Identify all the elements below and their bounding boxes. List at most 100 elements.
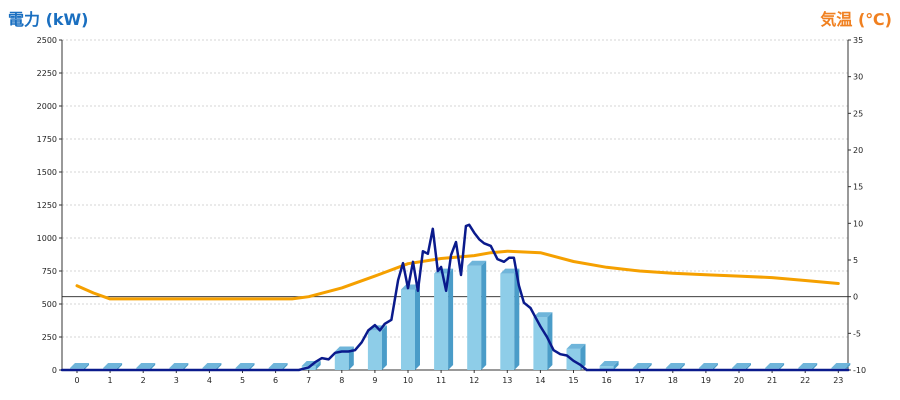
x-tick-label: 3 xyxy=(174,376,179,385)
bar-top xyxy=(566,343,586,349)
temperature-axis-title: 気温 (℃) xyxy=(820,10,892,29)
right-tick-label: 15 xyxy=(853,183,863,192)
tick-label-layer: 0 250 500 750 10 0 0 1250 1500 1750 2000 2250 2500 -1… xyxy=(37,36,866,385)
bar xyxy=(500,268,520,370)
bar-side xyxy=(845,363,851,370)
bar-top xyxy=(268,363,288,368)
x-tick-label: 7 xyxy=(306,376,311,385)
left-tick-label: 2000 xyxy=(37,102,57,111)
x-tick-label: 2 xyxy=(141,376,146,385)
bar-side xyxy=(812,363,818,370)
left-tick-label: 750 xyxy=(42,267,57,276)
bar-top xyxy=(70,363,89,368)
left-tick-label: 0 xyxy=(52,366,57,375)
power-line-layer xyxy=(60,223,850,372)
left-tick-label: 2500 xyxy=(37,36,57,45)
left-tick-label: 1250 xyxy=(37,201,57,210)
x-tick-label: 12 xyxy=(469,376,479,385)
bar-side xyxy=(315,361,321,370)
bar-top xyxy=(698,363,718,368)
left-tick-label: 1500 xyxy=(37,168,57,177)
x-tick-label: 5 xyxy=(240,376,245,385)
bar-face xyxy=(500,273,515,370)
bar-side xyxy=(679,363,685,370)
right-tick-label: 0 xyxy=(853,293,858,302)
right-tick-label: 30 xyxy=(853,73,863,82)
bar-side xyxy=(481,260,487,370)
bar-face xyxy=(334,351,349,370)
x-tick-label: 4 xyxy=(207,376,212,385)
power-axis-title: 電力 (kW) xyxy=(8,10,89,29)
bar-top xyxy=(202,363,222,368)
left-tick-label: 500 xyxy=(42,300,57,309)
x-tick-label: 17 xyxy=(635,376,645,385)
bar-top xyxy=(632,363,652,368)
bar-side xyxy=(613,361,619,370)
grid-layer xyxy=(62,39,848,338)
right-tick-label: -5 xyxy=(853,329,861,338)
bar-face xyxy=(467,265,482,370)
x-tick-label: 1 xyxy=(108,376,113,385)
left-tick-label: 250 xyxy=(42,333,57,342)
x-tick-label: 19 xyxy=(701,376,711,385)
bar-top xyxy=(599,361,619,367)
bar-side xyxy=(249,363,255,370)
right-tick-label: 5 xyxy=(853,256,858,265)
bar-side xyxy=(514,268,520,370)
x-tick-label: 9 xyxy=(372,376,377,385)
bar-side xyxy=(580,343,586,370)
x-tick-label: 8 xyxy=(339,376,344,385)
axis-layer xyxy=(59,39,851,373)
x-tick-label: 18 xyxy=(668,376,678,385)
x-tick-label: 10 xyxy=(403,376,413,385)
bar-side xyxy=(150,363,156,370)
bar-top xyxy=(103,363,123,368)
power-line xyxy=(60,223,850,372)
temperature-line-layer xyxy=(75,249,840,301)
left-tick-label: 2250 xyxy=(37,69,57,78)
temperature-line xyxy=(75,249,840,301)
right-tick-label: 10 xyxy=(853,219,863,228)
right-tick-label: -10 xyxy=(853,366,866,375)
bar xyxy=(434,268,454,370)
bar xyxy=(467,260,487,370)
x-tick-label: 20 xyxy=(734,376,744,385)
bar-top xyxy=(169,363,189,368)
x-tick-label: 0 xyxy=(74,376,79,385)
bar-top xyxy=(235,363,255,368)
bar-face xyxy=(367,330,382,370)
x-tick-label: 15 xyxy=(568,376,578,385)
bar-top xyxy=(798,363,818,368)
bar-top xyxy=(665,363,685,368)
bar-side xyxy=(779,363,785,370)
bar-side xyxy=(282,363,288,370)
bar-face xyxy=(434,273,449,370)
bar-side xyxy=(646,363,652,370)
bar-top xyxy=(533,312,553,318)
x-tick-label: 16 xyxy=(602,376,612,385)
left-tick-label: 1750 xyxy=(37,135,57,144)
bar-side xyxy=(381,325,387,370)
bar-face xyxy=(401,289,415,370)
bar-side xyxy=(216,363,222,370)
bar xyxy=(599,361,619,370)
bar-side xyxy=(183,363,189,370)
bar-side xyxy=(448,268,454,370)
bar-face xyxy=(599,366,614,370)
bar-side xyxy=(84,363,89,370)
bar-top xyxy=(765,363,785,368)
x-tick-label: 22 xyxy=(800,376,810,385)
bar-side xyxy=(117,363,123,370)
bar-top xyxy=(136,363,156,368)
x-tick-label: 11 xyxy=(436,376,446,385)
bar-side xyxy=(746,363,751,370)
right-tick-label: 20 xyxy=(853,146,863,155)
right-tick-label: 25 xyxy=(853,109,863,118)
x-tick-label: 13 xyxy=(502,376,512,385)
bar-top xyxy=(500,268,520,274)
x-tick-label: 21 xyxy=(767,376,777,385)
bar xyxy=(367,325,387,370)
bar xyxy=(401,284,420,370)
bar-top xyxy=(467,260,487,266)
x-tick-label: 23 xyxy=(833,376,843,385)
